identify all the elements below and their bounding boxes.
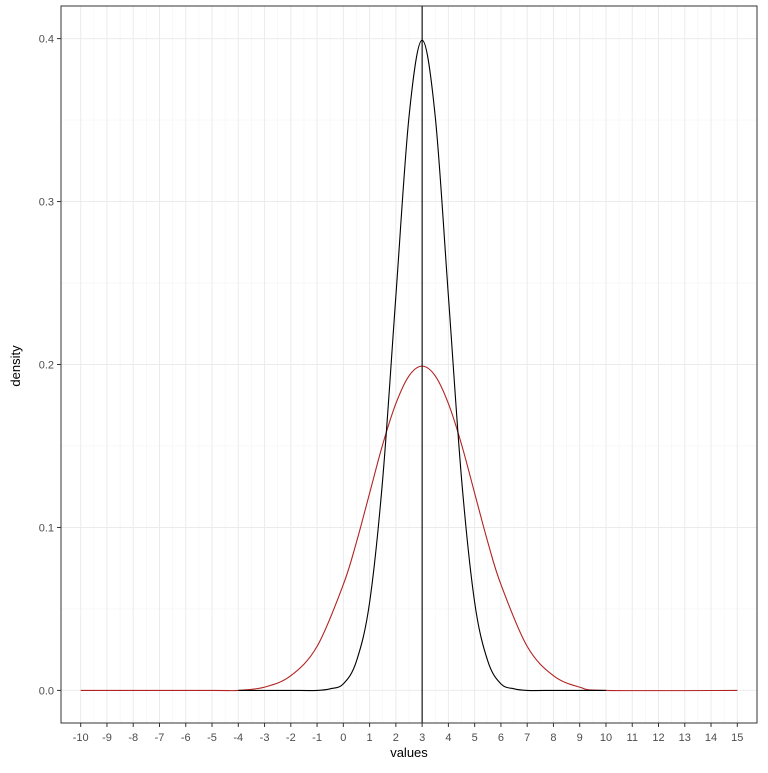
x-tick-label: -10 [73,732,89,744]
x-tick-label: 14 [705,732,717,744]
x-tick-label: 3 [419,732,425,744]
x-tick-label: -1 [312,732,322,744]
series-layer [80,6,738,723]
y-axis-title: density [8,345,23,387]
grid-layer [61,6,757,723]
x-tick-label: 9 [577,732,583,744]
x-tick-label: 1 [367,732,373,744]
y-tick-label: 0.3 [39,197,54,209]
x-tick-label: 7 [524,732,530,744]
x-tick-label: 6 [498,732,504,744]
x-tick-label: 10 [600,732,612,744]
x-tick-label: -4 [233,732,243,744]
y-tick-label: 0.0 [39,685,54,697]
x-tick-label: -3 [260,732,270,744]
x-tick-label: -2 [286,732,296,744]
x-tick-label: 5 [472,732,478,744]
x-tick-label: 2 [393,732,399,744]
y-tick-label: 0.2 [39,360,54,372]
y-tick-label: 0.4 [39,34,54,46]
x-tick-label: 15 [731,732,743,744]
x-axis-title: values [390,745,428,760]
x-tick-label: -7 [155,732,165,744]
x-tick-label: 12 [652,732,664,744]
x-tick-label: -8 [128,732,138,744]
y-tick-label: 0.1 [39,522,54,534]
x-tick-label: -6 [181,732,191,744]
x-tick-label: 8 [550,732,556,744]
x-tick-label: 4 [445,732,451,744]
x-tick-label: 13 [679,732,691,744]
x-tick-label: -9 [102,732,112,744]
x-tick-label: 11 [627,732,638,744]
axes-layer: -10 -9 -8 -7 -6 -5 -4 -3 -2 -1 0 1 2 3 4 5 6 7 8 9 10 11 12 13 1… [39,5,758,744]
density-curve-red [80,365,738,692]
x-tick-label: 0 [340,732,346,744]
x-tick-label: -5 [207,732,217,744]
